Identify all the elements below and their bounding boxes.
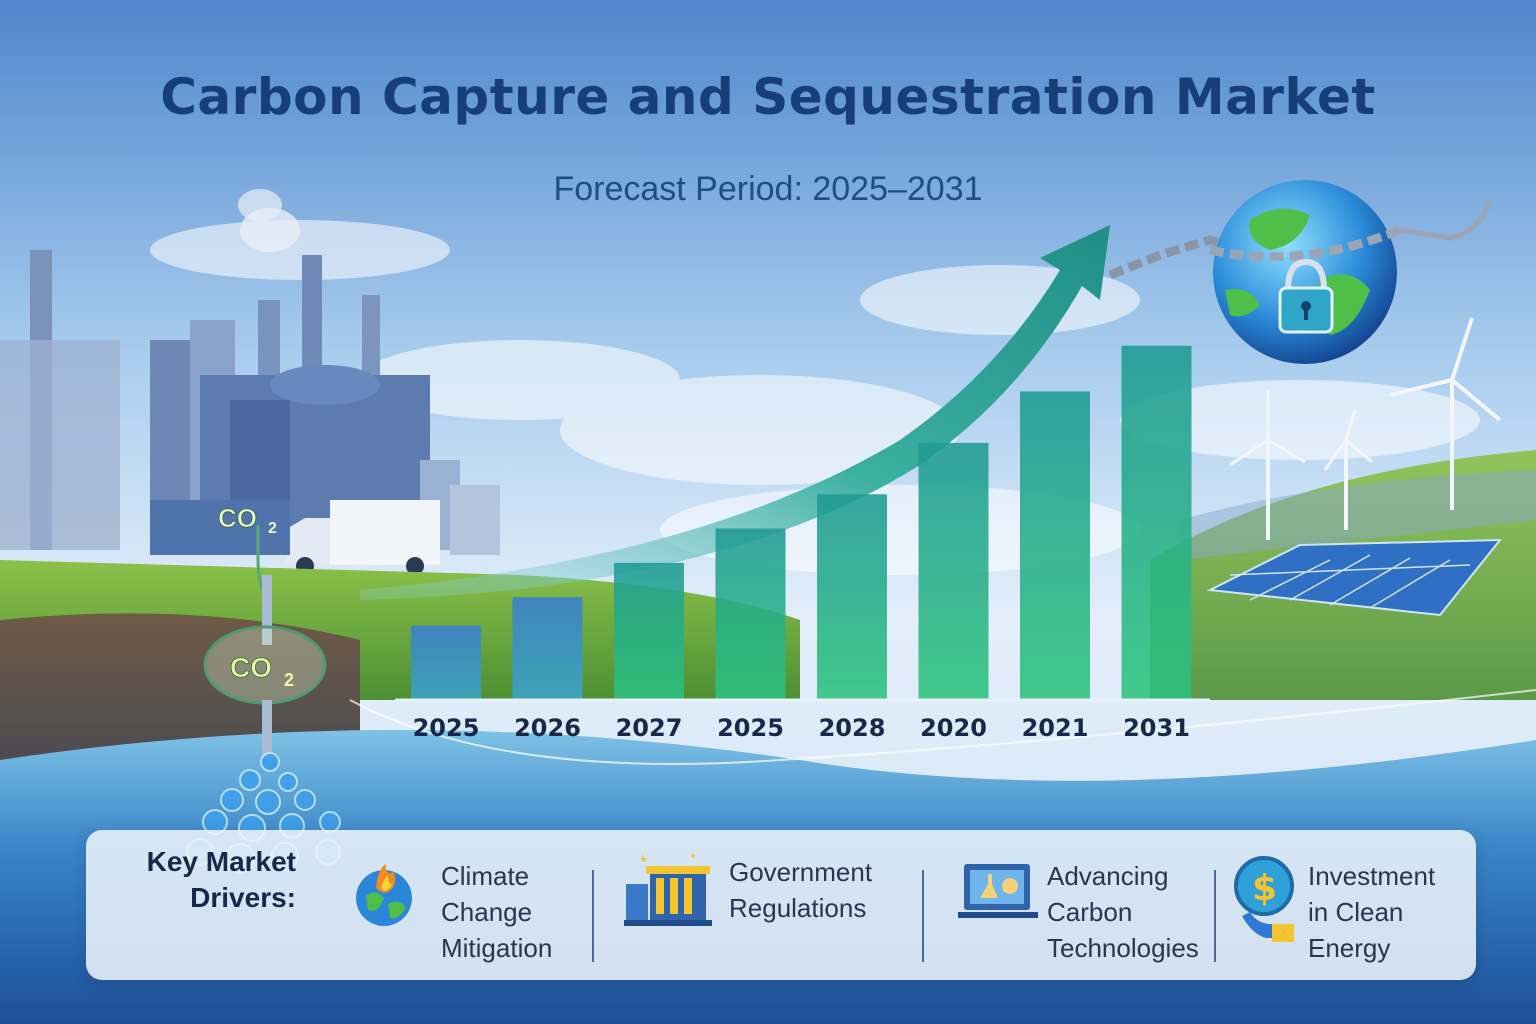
divider (1214, 870, 1216, 962)
bar-5 (918, 442, 989, 700)
chart-subtitle: Forecast Period: 2025–2031 (553, 170, 983, 208)
x-tick-label: 2025 (413, 714, 480, 742)
chart-title: Carbon Capture and Sequestration Market (160, 68, 1376, 126)
x-tick-label: 2031 (1123, 714, 1190, 742)
bar-series (411, 345, 1192, 700)
x-tick-label: 2020 (920, 714, 987, 742)
co2-label-top: CO 2 (218, 503, 277, 537)
driver-investment-clean-energy: Investment in Clean Energy (1308, 861, 1436, 963)
x-tick-label: 2028 (819, 714, 886, 742)
x-tick-labels: 2025 2026 2027 2025 2028 2020 2021 2031 (413, 714, 1190, 742)
locked-globe-illustration (1108, 180, 1493, 364)
factory-illustration (0, 189, 500, 575)
divider (922, 870, 924, 962)
bar-6 (1020, 391, 1090, 700)
x-tick-label: 2027 (616, 714, 683, 742)
bar-2 (614, 562, 684, 700)
key-market-drivers-panel: Key Market Drivers: Climate Change Mitig… (86, 830, 1476, 980)
divider (592, 870, 594, 962)
drivers-heading: Key Market Drivers: (146, 846, 296, 913)
dollar-coin-icon: $ (1234, 856, 1294, 942)
driver-advancing-carbon-technologies: Advancing Carbon Technologies (1047, 861, 1199, 963)
driver-government-regulations: Government Regulations (729, 857, 873, 923)
government-building-icon (624, 852, 712, 926)
bar-4 (817, 494, 887, 700)
x-tick-label: 2021 (1022, 714, 1089, 742)
x-tick-label: 2025 (717, 714, 784, 742)
x-tick-label: 2026 (514, 714, 581, 742)
globe-fire-icon (356, 864, 412, 926)
svg-text:CO: CO (218, 503, 257, 533)
svg-text:2: 2 (268, 520, 277, 537)
svg-text:2: 2 (284, 670, 294, 690)
bar-7 (1121, 345, 1192, 700)
svg-text:CO: CO (230, 652, 272, 683)
svg-text:$: $ (1252, 868, 1277, 909)
driver-climate-change: Climate Change Mitigation (441, 861, 553, 963)
trend-arrow (360, 225, 1110, 600)
wind-turbines (1229, 317, 1502, 540)
bar-0 (411, 625, 481, 700)
co2-label-bottom: CO 2 (230, 652, 294, 690)
solar-panels (1206, 538, 1503, 617)
bar-1 (512, 597, 583, 700)
co2-pipe (203, 525, 327, 760)
bar-3 (715, 528, 786, 700)
lab-monitor-icon (958, 864, 1038, 918)
